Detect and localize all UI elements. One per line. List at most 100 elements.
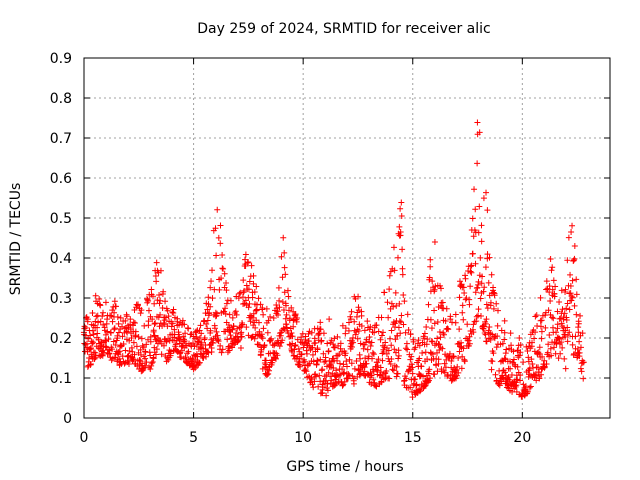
data-point <box>532 313 539 320</box>
data-point <box>84 316 91 323</box>
data-point <box>260 325 267 332</box>
data-point <box>572 333 579 340</box>
tick-labels: 0 0.1 0.2 0.3 0.4 0.5 0.6 0.7 0.8 0.9 0 5 10 15 20 <box>50 51 532 446</box>
data-point <box>350 380 357 387</box>
data-point <box>162 314 169 321</box>
data-point <box>297 363 304 370</box>
data-point <box>379 329 386 336</box>
data-point <box>222 310 229 317</box>
data-point <box>214 332 221 339</box>
data-point <box>213 252 220 259</box>
data-point <box>510 356 517 363</box>
data-point <box>513 382 520 389</box>
data-point <box>305 373 312 380</box>
data-point <box>115 329 122 336</box>
data-point <box>454 363 461 370</box>
data-point <box>320 350 327 357</box>
data-point <box>148 362 155 369</box>
data-point <box>206 309 213 316</box>
data-point <box>235 337 242 344</box>
data-point <box>86 355 93 362</box>
data-point <box>465 337 472 344</box>
data-point <box>214 310 220 317</box>
data-point <box>276 343 283 350</box>
data-point <box>368 339 375 346</box>
data-point <box>571 302 578 309</box>
data-point <box>351 318 358 325</box>
data-point <box>533 377 540 384</box>
data-point <box>302 366 309 373</box>
data-point <box>255 295 262 302</box>
data-point <box>223 279 230 286</box>
y-tick-label: 0 <box>63 411 72 427</box>
data-point <box>442 317 449 324</box>
data-point <box>193 333 200 340</box>
data-point <box>224 336 231 343</box>
data-point <box>427 263 434 270</box>
data-point <box>361 327 368 334</box>
y-tick-label: 0.2 <box>50 331 72 347</box>
data-point <box>421 335 428 342</box>
data-point <box>281 249 288 256</box>
data-point <box>242 263 249 270</box>
data-point <box>405 326 412 333</box>
data-point <box>97 302 104 309</box>
data-point <box>555 355 562 362</box>
data-point <box>167 348 174 355</box>
data-point <box>452 311 459 318</box>
data-point <box>292 341 299 348</box>
data-point <box>565 234 572 241</box>
data-point <box>302 333 309 340</box>
data-point <box>442 364 449 371</box>
data-point <box>240 301 247 308</box>
data-point <box>312 371 319 378</box>
data-point <box>554 321 561 328</box>
data-point <box>558 339 565 346</box>
data-point <box>225 321 232 328</box>
data-point <box>361 364 368 371</box>
data-point <box>507 330 514 337</box>
data-point <box>318 337 325 344</box>
data-point <box>389 366 396 373</box>
data-point <box>493 344 500 351</box>
data-point <box>413 381 420 388</box>
data-point <box>467 263 474 270</box>
data-point <box>326 316 333 323</box>
y-tick-label: 0.8 <box>50 91 72 107</box>
data-point <box>88 345 95 352</box>
data-point <box>204 325 211 332</box>
data-point <box>261 342 268 348</box>
data-point <box>564 257 571 264</box>
data-point <box>434 335 441 342</box>
data-point <box>577 365 584 372</box>
data-point <box>557 350 564 357</box>
data-point <box>373 366 380 373</box>
data-point <box>470 329 477 336</box>
data-point <box>475 229 482 236</box>
data-point <box>437 334 444 341</box>
data-point <box>539 353 546 360</box>
y-tick-label: 0.6 <box>50 171 72 187</box>
data-point <box>156 300 163 307</box>
data-point <box>427 256 434 263</box>
data-point <box>180 333 187 340</box>
data-point <box>272 355 279 362</box>
data-point <box>566 329 573 336</box>
data-point <box>161 321 168 328</box>
data-point <box>377 336 384 343</box>
data-point <box>137 351 144 358</box>
data-point <box>396 318 403 325</box>
data-point <box>397 330 404 337</box>
data-point <box>395 352 402 359</box>
data-point <box>409 364 416 371</box>
data-point <box>110 338 117 345</box>
data-point <box>490 284 497 291</box>
data-point <box>388 327 395 334</box>
data-point <box>431 320 438 327</box>
data-point <box>394 254 401 261</box>
data-point <box>217 240 224 247</box>
data-point <box>485 279 492 286</box>
data-point <box>410 338 417 345</box>
data-point <box>228 335 235 342</box>
data-point <box>548 267 555 274</box>
